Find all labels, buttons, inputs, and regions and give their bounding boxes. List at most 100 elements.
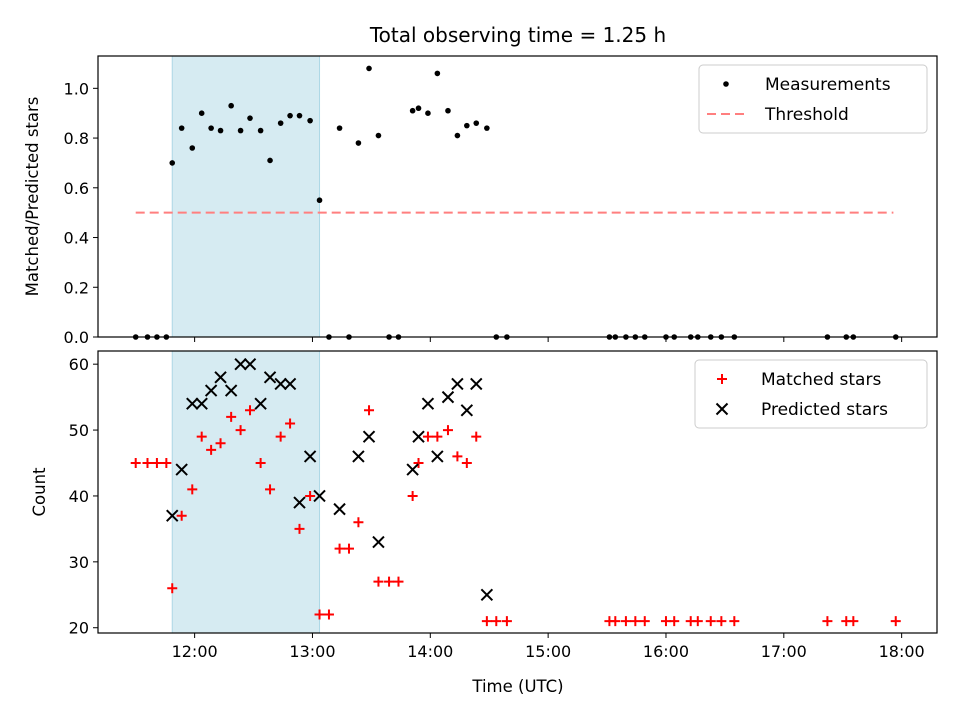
chart-title: Total observing time = 1.25 h bbox=[369, 23, 666, 47]
predicted-point bbox=[263, 371, 277, 384]
panels: 0.0 0.2 0.4 0.6 0.8 1.0 Matched/Predicted star… bbox=[23, 55, 938, 661]
matched-point bbox=[620, 616, 631, 627]
matched-point bbox=[161, 458, 172, 469]
measurement-point bbox=[296, 112, 303, 119]
y-tick-label: 0.0 bbox=[64, 328, 89, 347]
measurement-point bbox=[237, 127, 244, 134]
legend: Matched stars Predicted stars bbox=[694, 359, 928, 429]
x-tick-label: 12:00 bbox=[172, 642, 218, 661]
ratio-panel: 0.0 0.2 0.4 0.6 0.8 1.0 Matched/Predicted star… bbox=[23, 55, 938, 347]
legend-marker-matched bbox=[717, 374, 727, 384]
measurement-point bbox=[189, 145, 196, 151]
highlight-span bbox=[172, 56, 320, 337]
matched-point bbox=[151, 458, 162, 469]
series-predicted-stars bbox=[166, 357, 494, 601]
x-tick-label: 16:00 bbox=[643, 642, 689, 661]
predicted-point bbox=[166, 509, 179, 522]
matched-point bbox=[890, 616, 901, 627]
measurement-point bbox=[217, 127, 224, 134]
series-matched-stars bbox=[130, 405, 901, 627]
y-tick-label: 0.2 bbox=[64, 278, 89, 297]
measurement-point bbox=[409, 107, 416, 114]
matched-point bbox=[215, 438, 226, 449]
matched-point bbox=[255, 458, 266, 469]
matched-point bbox=[471, 431, 482, 442]
matched-point bbox=[334, 543, 345, 554]
matched-point bbox=[245, 405, 256, 416]
measurement-point bbox=[178, 125, 185, 131]
matched-point bbox=[501, 616, 512, 627]
matched-point bbox=[343, 543, 354, 554]
predicted-point bbox=[283, 377, 297, 391]
matched-point bbox=[422, 431, 433, 442]
predicted-point bbox=[362, 430, 376, 443]
measurement-point bbox=[425, 110, 431, 116]
predicted-point bbox=[333, 502, 346, 516]
measurement-point bbox=[366, 65, 372, 72]
measurement-point bbox=[473, 120, 480, 126]
legend-label: Predicted stars bbox=[761, 400, 888, 420]
predicted-point bbox=[406, 463, 419, 476]
y-tick-label: 0.6 bbox=[64, 179, 89, 198]
legend-label: Matched stars bbox=[761, 370, 881, 390]
predicted-point bbox=[234, 357, 247, 371]
predicted-point bbox=[274, 377, 287, 391]
legend-label: Measurements bbox=[765, 75, 891, 95]
measurement-point bbox=[247, 115, 253, 121]
matched-point bbox=[206, 444, 217, 455]
predicted-point bbox=[460, 404, 474, 417]
predicted-point bbox=[303, 450, 317, 463]
predicted-point bbox=[441, 390, 455, 404]
matched-point bbox=[305, 490, 316, 501]
y-axis-label: Count bbox=[30, 467, 49, 517]
predicted-point bbox=[243, 357, 257, 371]
plot-frame bbox=[97, 55, 938, 338]
matched-point bbox=[285, 418, 296, 429]
predicted-point bbox=[431, 450, 444, 463]
measurement-point bbox=[415, 105, 422, 112]
measurement-point bbox=[277, 120, 284, 126]
measurement-point bbox=[307, 117, 313, 124]
matched-point bbox=[323, 609, 334, 620]
measurement-point bbox=[464, 122, 470, 129]
measurement-point bbox=[454, 132, 461, 139]
predicted-point bbox=[195, 397, 208, 410]
matched-point bbox=[353, 517, 364, 528]
measurement-point bbox=[208, 125, 214, 131]
y-tick-label: 1.0 bbox=[64, 79, 89, 98]
matched-point bbox=[275, 431, 286, 442]
predicted-point bbox=[214, 371, 227, 384]
x-tick-label: 13:00 bbox=[289, 642, 335, 661]
matched-point bbox=[630, 616, 641, 627]
legend-box bbox=[694, 359, 928, 429]
predicted-point bbox=[204, 384, 218, 397]
predicted-point bbox=[470, 377, 483, 391]
measurement-point bbox=[287, 112, 293, 119]
matched-point bbox=[716, 616, 727, 627]
x-tick-label: 17:00 bbox=[761, 642, 807, 661]
count-panel: 12:00 13:00 14:00 15:00 16:00 17:00 18:00 20 30 4… bbox=[30, 350, 938, 661]
matched-point bbox=[452, 451, 463, 462]
matched-point bbox=[235, 425, 246, 436]
predicted-point bbox=[224, 384, 238, 397]
matched-point bbox=[176, 510, 187, 521]
predicted-point bbox=[451, 377, 464, 391]
matched-point bbox=[705, 616, 716, 627]
plot-frame bbox=[97, 350, 938, 634]
matched-point bbox=[265, 484, 276, 495]
measurement-point bbox=[375, 132, 382, 139]
matched-point bbox=[226, 411, 237, 422]
matched-point bbox=[142, 458, 153, 469]
highlight-span bbox=[172, 351, 320, 633]
matched-point bbox=[196, 431, 207, 442]
predicted-point bbox=[293, 496, 306, 509]
matched-point bbox=[364, 405, 375, 416]
legend-marker-predicted bbox=[715, 402, 729, 416]
matched-point bbox=[130, 458, 141, 469]
matched-point bbox=[413, 458, 424, 469]
matched-point bbox=[848, 616, 859, 627]
x-axis-label: Time (UTC) bbox=[471, 677, 563, 696]
legend-marker-measurements bbox=[723, 81, 729, 87]
series-measurements bbox=[132, 65, 899, 340]
matched-point bbox=[822, 616, 833, 627]
